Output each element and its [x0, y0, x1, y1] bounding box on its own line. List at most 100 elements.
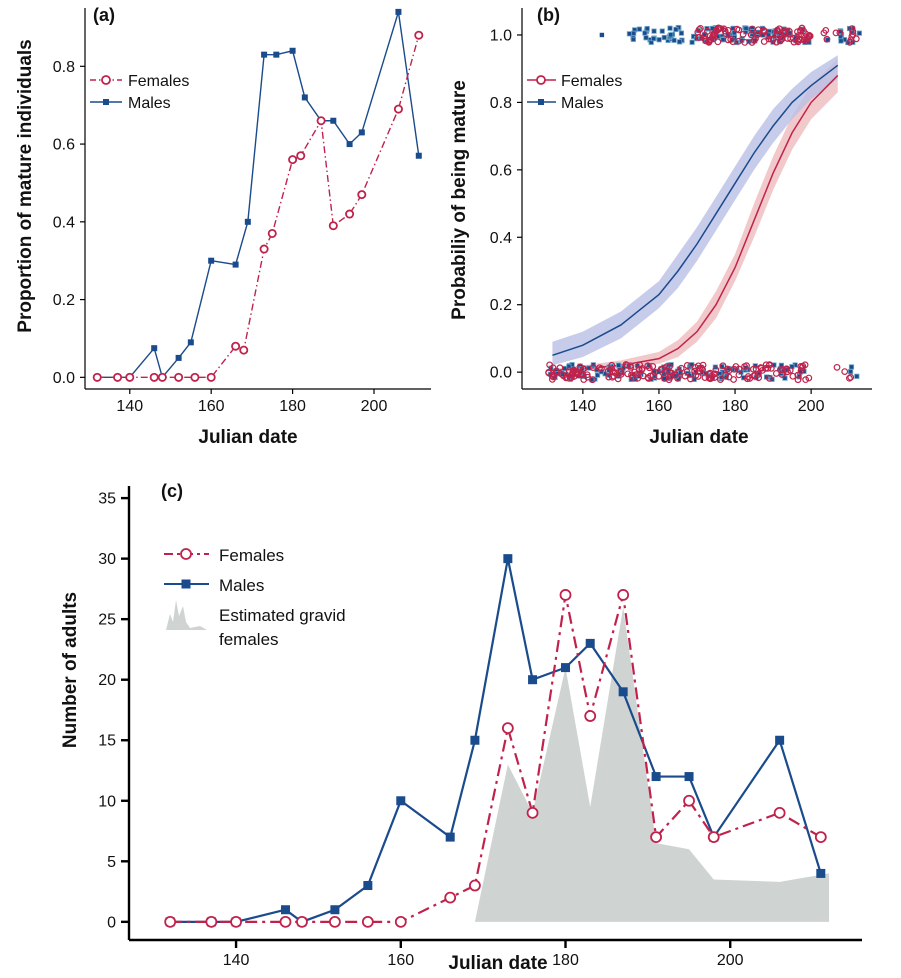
- females-point-c: [279, 915, 292, 928]
- female-observation: [548, 375, 556, 383]
- female-observation: [777, 366, 784, 374]
- female-observation: [565, 367, 573, 374]
- female-observation: [794, 37, 801, 44]
- male-observation: [659, 28, 665, 34]
- female-observation: [744, 373, 752, 380]
- female-observation: [800, 27, 808, 35]
- males-point-c: [618, 687, 628, 697]
- females-point-c: [230, 915, 242, 928]
- y-tick-label: 0.6: [53, 137, 75, 154]
- female-observation: [833, 363, 841, 371]
- male-observation: [854, 373, 860, 379]
- female-observation: [724, 365, 731, 373]
- male-observation: [667, 25, 673, 31]
- x-tick-label: 200: [717, 952, 744, 969]
- males-point-a: [273, 51, 280, 58]
- females-point-a: [357, 190, 367, 200]
- females-point-c: [773, 806, 786, 819]
- female-observation: [583, 371, 591, 379]
- males-point-c: [585, 638, 595, 648]
- males-point-c: [363, 881, 373, 891]
- female-observation: [784, 368, 791, 376]
- female-observation: [589, 364, 597, 372]
- y-tick-label: 0.0: [53, 370, 75, 387]
- y-tick-label: 1.0: [490, 27, 512, 44]
- females-point-c: [617, 589, 630, 601]
- females-point-a: [174, 372, 184, 382]
- female-observation: [596, 364, 603, 372]
- y-tick-label: 5: [107, 854, 116, 871]
- females-point-c: [526, 806, 539, 819]
- female-observation: [772, 370, 780, 377]
- females-point-c: [394, 915, 407, 928]
- female-observation: [711, 374, 719, 381]
- female-observation: [665, 376, 673, 384]
- female-observation: [750, 365, 757, 373]
- female-observation: [651, 368, 658, 376]
- legend-marker-females-c: [180, 548, 192, 560]
- panel-a: (a) Females Males Julian date Proportion…: [15, 5, 431, 448]
- female-observation: [776, 37, 784, 45]
- panel-label-a: (a): [93, 5, 115, 25]
- males-fit-line-b: [552, 64, 839, 356]
- female-observation: [716, 24, 724, 32]
- legend-marker-females-a: [101, 75, 111, 85]
- males-point-c: [651, 772, 661, 782]
- male-observation: [616, 362, 622, 368]
- female-observation: [848, 25, 856, 33]
- females-point-a: [267, 228, 277, 238]
- male-observation: [838, 38, 844, 44]
- female-observation: [691, 367, 699, 375]
- female-observation: [608, 361, 616, 369]
- female-observation: [781, 27, 789, 35]
- x-axis-title-c: Julian date: [448, 953, 547, 974]
- x-tick-label: 140: [116, 398, 143, 415]
- legend-label-females-a: Females: [128, 73, 189, 90]
- female-observation: [785, 27, 793, 35]
- females-point-a: [149, 372, 159, 382]
- female-observation: [802, 376, 810, 384]
- female-observation: [797, 27, 805, 35]
- male-observation: [599, 32, 605, 38]
- male-observation: [678, 30, 685, 36]
- female-observation: [823, 35, 831, 43]
- female-observation: [681, 372, 689, 380]
- males-point-a: [208, 257, 215, 264]
- males-point-c: [445, 832, 455, 842]
- female-observation: [584, 373, 592, 381]
- female-observation: [760, 38, 768, 45]
- legend-label-gravid-line1: Estimated gravid: [219, 606, 346, 625]
- female-observation: [691, 363, 699, 371]
- females-point-a: [259, 244, 269, 254]
- female-observation: [724, 26, 732, 34]
- female-observation: [614, 375, 622, 383]
- females-point-a: [125, 372, 135, 382]
- y-tick-label: 0.2: [490, 297, 512, 314]
- females-point-c: [469, 879, 481, 892]
- females-point-c: [559, 589, 572, 601]
- males-point-c: [775, 735, 785, 745]
- male-observation: [743, 25, 749, 31]
- x-tick-label: 160: [646, 398, 673, 415]
- female-observation: [692, 371, 700, 379]
- male-observation: [636, 26, 643, 32]
- female-observation: [760, 26, 767, 34]
- female-observation: [677, 364, 685, 372]
- male-observation: [789, 364, 795, 370]
- female-observation: [696, 364, 704, 372]
- females-point-c: [205, 915, 218, 928]
- female-observation: [841, 368, 849, 376]
- male-observation: [720, 37, 726, 43]
- females-point-c: [650, 831, 663, 843]
- males-point-c: [528, 675, 538, 685]
- female-observation: [852, 35, 860, 43]
- male-observation: [676, 39, 683, 45]
- females-point-a: [393, 104, 403, 114]
- female-observation: [556, 364, 564, 372]
- females-point-a: [113, 372, 123, 382]
- female-observation: [624, 370, 632, 378]
- females-point-c: [296, 915, 308, 928]
- female-observation: [645, 364, 653, 372]
- female-observation: [687, 375, 694, 383]
- legend-label-females-b: Females: [561, 73, 622, 90]
